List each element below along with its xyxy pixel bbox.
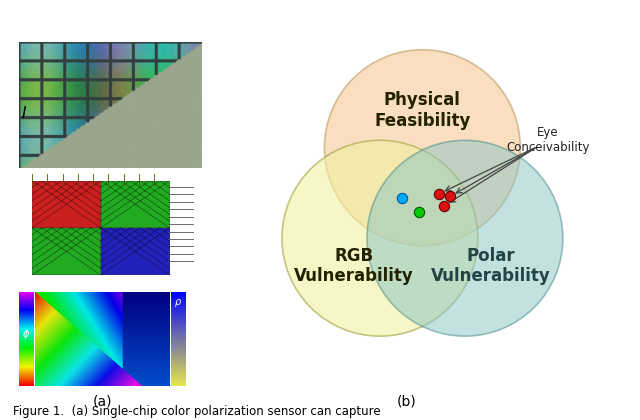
Text: Physical
Feasibility: Physical Feasibility xyxy=(374,91,470,130)
Point xyxy=(445,193,455,200)
Text: $\rho$: $\rho$ xyxy=(174,297,182,309)
Point xyxy=(434,191,444,197)
Text: Figure 1.  (a) Single-chip color polarization sensor can capture: Figure 1. (a) Single-chip color polariza… xyxy=(13,405,380,418)
Point xyxy=(397,194,407,201)
Text: RGB
Vulnerability: RGB Vulnerability xyxy=(294,247,414,285)
Bar xyxy=(32,181,101,228)
Circle shape xyxy=(282,140,478,336)
Text: Polar
Vulnerability: Polar Vulnerability xyxy=(431,247,550,285)
Point xyxy=(413,209,424,216)
Text: Eye
Conceivability: Eye Conceivability xyxy=(506,126,590,154)
Bar xyxy=(32,228,101,275)
Text: (b): (b) xyxy=(397,394,416,408)
Point xyxy=(438,203,449,210)
Text: $\phi$: $\phi$ xyxy=(22,328,30,341)
Text: I: I xyxy=(21,105,26,121)
Bar xyxy=(101,181,170,228)
Bar xyxy=(101,228,170,275)
Text: (a): (a) xyxy=(93,394,112,408)
Circle shape xyxy=(324,50,520,246)
Circle shape xyxy=(367,140,563,336)
